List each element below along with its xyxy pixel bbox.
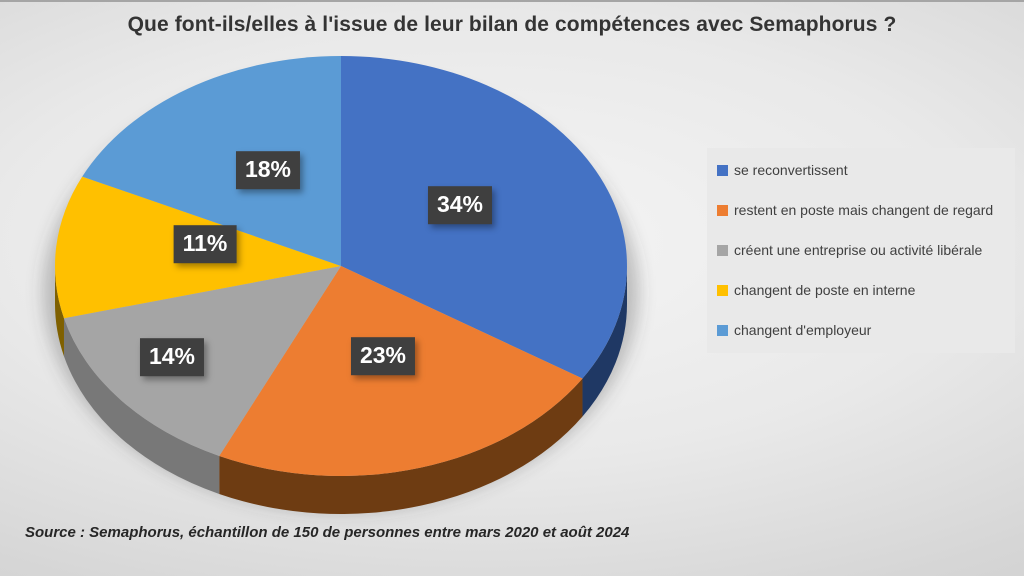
pie-value-label-4: 18% [235, 151, 301, 189]
legend-item-label: changent de poste en interne [734, 282, 916, 298]
pie-slice-4 [82, 56, 341, 266]
legend-item-3: changent de poste en interne [707, 270, 1015, 310]
legend-item-0: se reconvertissent [707, 150, 1015, 190]
legend-item-label: se reconvertissent [734, 162, 848, 178]
legend-item-4: changent d'employeur [707, 310, 1015, 350]
slide-top-edge [0, 0, 1024, 2]
pie-value-label-1: 23% [350, 337, 416, 375]
legend-item-label: restent en poste mais changent de regard [734, 202, 994, 218]
pie-value-label-3: 11% [173, 225, 237, 263]
legend-swatch-icon [717, 324, 728, 336]
legend-swatch-icon [717, 284, 728, 296]
pie-slice-side-3 [55, 266, 64, 357]
legend-item-2: créent une entreprise ou activité libéra… [707, 230, 1015, 270]
pie-value-label-0: 34% [427, 186, 493, 224]
legend-swatch-icon [717, 244, 728, 256]
legend-item-label: changent d'employeur [734, 322, 872, 338]
pie-slice-side-1 [219, 378, 583, 514]
legend-item-1: restent en poste mais changent de regard [707, 190, 1015, 230]
legend: se reconvertissent restent en poste mais … [707, 148, 1015, 353]
legend-item-label: créent une entreprise ou activité libéra… [734, 242, 983, 258]
pie-slice-side-0 [582, 266, 627, 417]
source-note: Source : Semaphorus, échantillon de 150 … [25, 524, 630, 541]
legend-swatch-icon [717, 204, 728, 216]
chart-title: Que font-ils/elles à l'issue de leur bil… [127, 13, 897, 36]
pie-value-label-2: 14% [139, 338, 205, 376]
legend-swatch-icon [717, 164, 728, 176]
pie-slice-side-2 [63, 318, 220, 495]
